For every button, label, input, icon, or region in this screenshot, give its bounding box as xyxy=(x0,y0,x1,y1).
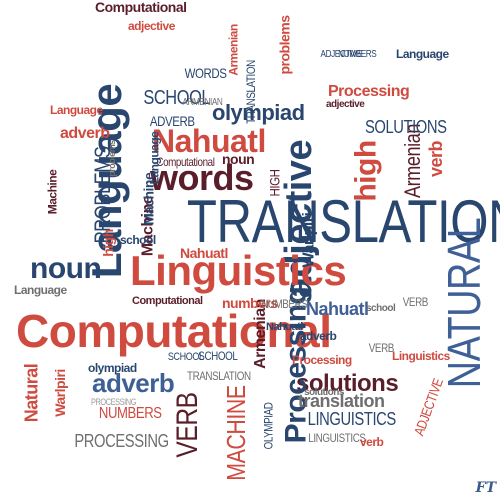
word: translation xyxy=(298,391,385,411)
word: adverb xyxy=(60,125,110,142)
word: NUMBERS xyxy=(338,49,377,60)
word: NUMBERS xyxy=(261,297,308,311)
word: OLYMPIAD xyxy=(261,402,276,450)
word: Language xyxy=(396,47,449,61)
word: MACHINE xyxy=(221,385,252,481)
word: verb xyxy=(426,140,447,178)
word: adverb xyxy=(300,329,337,343)
word: Language xyxy=(14,283,67,297)
word: VERB xyxy=(368,341,395,355)
word: school xyxy=(366,303,396,314)
word: Warlpiri xyxy=(300,212,318,268)
word: PROCESSING xyxy=(74,431,169,451)
word: Language xyxy=(147,131,162,185)
word: ADVERB xyxy=(149,113,195,129)
word: SCHOOL xyxy=(198,349,238,363)
word: SCHOOL xyxy=(143,87,211,109)
word: LINGUISTICS xyxy=(308,431,366,445)
watermark: FT xyxy=(475,480,496,496)
word: school xyxy=(120,233,156,247)
word: Nahuatl xyxy=(180,245,228,261)
word: ADJECTIVE xyxy=(320,49,363,60)
word: Processing xyxy=(292,353,352,367)
word: Machine xyxy=(45,169,60,215)
word: VERB xyxy=(402,295,429,309)
word: ARMENIAN xyxy=(182,97,223,108)
word: Linguistics xyxy=(130,247,347,294)
word: TRANSLATION xyxy=(186,369,251,383)
word: WORDS xyxy=(184,65,227,81)
word: adjective xyxy=(128,19,175,33)
word: TRANSLATION xyxy=(186,188,500,255)
word: Linguistics xyxy=(392,349,450,363)
word: solutions xyxy=(296,370,399,397)
word: Armenian xyxy=(226,24,241,76)
word: VERB xyxy=(170,392,204,458)
word: Computational xyxy=(95,0,187,15)
word: NUMBERS xyxy=(98,405,162,422)
word: Nahuatl xyxy=(306,299,369,319)
word: words xyxy=(150,157,254,198)
word: adverb xyxy=(92,368,175,398)
word: verb xyxy=(360,435,384,449)
word: ADJECTIVE xyxy=(410,376,446,438)
word: SCHOOL xyxy=(167,351,204,363)
word: problems xyxy=(106,140,117,177)
word: LINGUISTICS xyxy=(307,409,397,429)
word: Computational xyxy=(132,295,203,307)
word: Nahuatl xyxy=(152,123,266,159)
word: noun xyxy=(30,252,102,285)
word: TRANSLATION xyxy=(243,60,258,124)
word: noun xyxy=(222,151,255,167)
word: Computational xyxy=(156,155,215,169)
word: PROCESSING xyxy=(90,397,137,407)
word: Natural xyxy=(21,363,42,423)
word: problems xyxy=(276,15,293,75)
word: solutions xyxy=(304,387,344,398)
word: numbers xyxy=(222,295,278,311)
word: high xyxy=(99,229,116,257)
word: olympiad xyxy=(212,100,305,125)
word: Language xyxy=(50,103,103,117)
word: Processing xyxy=(328,83,410,100)
word: SOLUTIONS xyxy=(364,117,447,137)
word: Warlpiri xyxy=(51,369,68,417)
word: Computational xyxy=(16,305,332,357)
word: adjective xyxy=(326,99,365,110)
word: olympiad xyxy=(88,361,137,375)
word: HIGH xyxy=(266,169,283,197)
word: high xyxy=(349,140,383,202)
word: Nahuatl xyxy=(266,321,303,333)
